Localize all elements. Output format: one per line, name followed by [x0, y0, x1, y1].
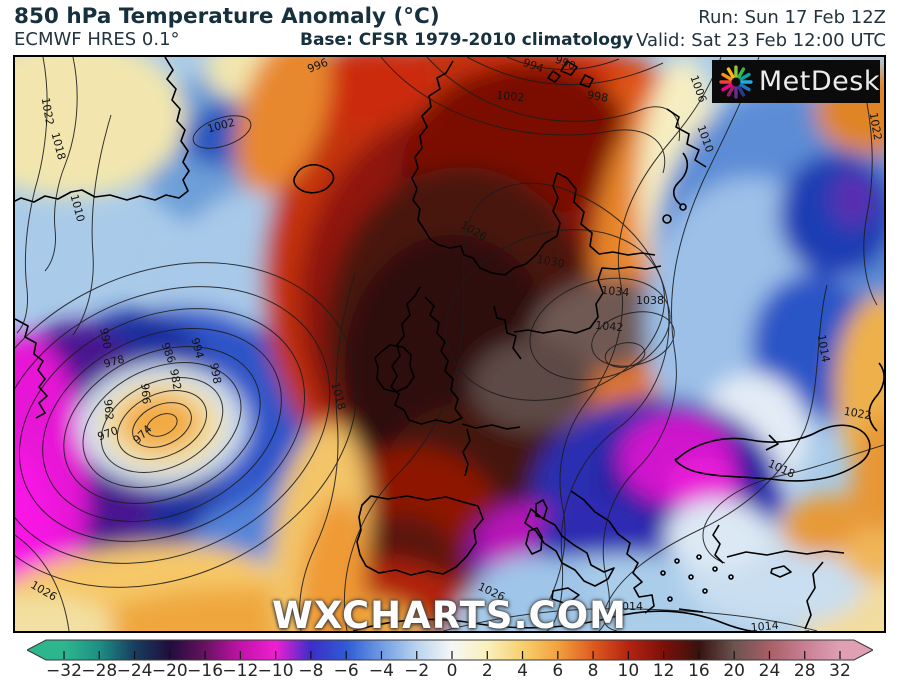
colorbar-tick-label: −8 — [298, 661, 324, 681]
metdesk-logo-text: MetDesk — [758, 66, 880, 97]
isobar-label: 1022 — [843, 405, 873, 423]
model-label: ECMWF HRES 0.1° — [14, 29, 180, 50]
isobar-label: 998 — [586, 88, 609, 104]
colorbar-ticks — [63, 651, 841, 659]
isobar-label: 1022 — [867, 111, 884, 141]
colorbar-labels: −32 −28 −24 −20 −16 −12 −10 −8 −6 −4 −2 0 2 4 6 8 10 12 16… — [0, 661, 900, 685]
colorbar-tick-label: −32 — [46, 661, 82, 681]
colorbar — [25, 639, 875, 661]
colorbar-tick-label: 6 — [552, 661, 564, 681]
colorbar-tick-label: −4 — [368, 661, 394, 681]
metdesk-starburst-icon — [719, 64, 753, 99]
colorbar-tick-label: 32 — [829, 661, 851, 681]
map-panel: 1022 1018 1010 990 1002 996 994 990 1002 998 1006 1… — [13, 55, 886, 637]
isobar-label: 994 — [188, 336, 206, 360]
colorbar-tick-label: 20 — [723, 661, 745, 681]
colorbar-tick-label: 0 — [446, 661, 458, 681]
colorbar-tick-label: −6 — [333, 661, 359, 681]
isobar-label: 1002 — [496, 89, 525, 104]
starburst-ray — [739, 82, 751, 91]
colorbar-gradient — [25, 639, 875, 661]
colorbar-tick-label: −16 — [187, 661, 224, 681]
watermark: WXCHARTS.COM — [272, 594, 627, 637]
colorbar-tick-label: 2 — [481, 661, 493, 681]
colorbar-tick-label: −20 — [151, 661, 188, 681]
isobar-label: 982 — [167, 368, 183, 391]
climatology-base-label: Base: CFSR 1979-2010 climatology — [300, 30, 634, 50]
starburst-ray — [739, 72, 751, 81]
isobar-label: 1038 — [636, 294, 664, 307]
isobar-label: 962 — [101, 399, 116, 421]
isobar-label: 978 — [102, 353, 126, 371]
colorbar-tick-label: −10 — [257, 661, 294, 681]
starburst-ray — [726, 66, 735, 79]
colorbar-tick-label: 8 — [587, 661, 599, 681]
isobar-label: 966 — [138, 383, 153, 405]
isobar-label: 1014 — [615, 600, 643, 613]
colorbar-tick-label: 10 — [617, 661, 640, 681]
colorbar-tick-label: −28 — [81, 661, 118, 681]
isobar-label: 998 — [207, 362, 223, 385]
colorbar-left-arrow — [27, 640, 46, 660]
isobar-label: 1034 — [601, 284, 630, 299]
isobar-label: 1014 — [750, 619, 779, 631]
colorbar-tick-label: 24 — [758, 661, 781, 681]
page-title: 850 hPa Temperature Anomaly (°C) — [14, 4, 440, 29]
header: 850 hPa Temperature Anomaly (°C) ECMWF H… — [0, 0, 900, 55]
run-time-label: Run: Sun 17 Feb 12Z — [698, 7, 886, 28]
starburst-ray — [726, 84, 735, 97]
isobar-label: 1014 — [815, 333, 833, 363]
starburst-ray — [721, 82, 733, 91]
colorbar-tick-label: −2 — [404, 661, 430, 681]
starburst-ray — [737, 66, 746, 79]
starburst-ray — [737, 84, 746, 97]
colorbar-tick-label: 4 — [517, 661, 528, 681]
starburst-ray — [721, 72, 733, 81]
colorbar-tick-label: 16 — [688, 661, 710, 681]
anomaly-field — [15, 57, 884, 631]
colorbar-right-arrow — [854, 640, 873, 660]
isobar-label: 1022 — [39, 96, 57, 126]
isobar-label: 1042 — [595, 319, 624, 334]
colorbar-tick-label: −12 — [222, 661, 259, 681]
colorbar-tick-label: −24 — [116, 661, 153, 681]
valid-time-label: Valid: Sat 23 Feb 12:00 UTC — [636, 30, 886, 51]
colorbar-tick-label: 28 — [793, 661, 816, 681]
isobars — [15, 57, 884, 631]
isobar-label: 990 — [97, 327, 113, 350]
coastlines — [15, 57, 884, 631]
colorbar-tick-label: 12 — [652, 661, 675, 681]
metdesk-logo: MetDesk — [712, 60, 880, 103]
isobar-label: 1030 — [536, 253, 566, 271]
